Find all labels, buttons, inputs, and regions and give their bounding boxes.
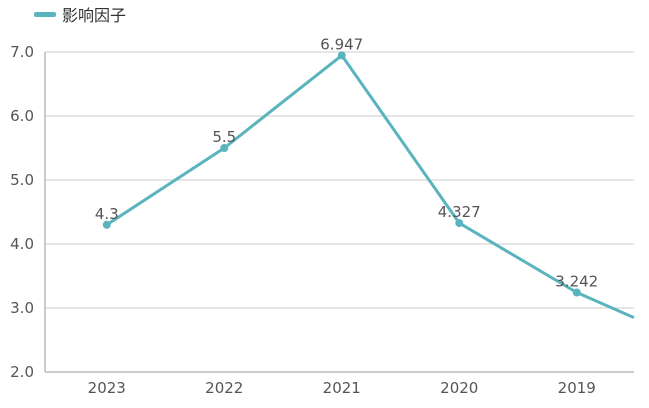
data-point xyxy=(455,219,464,228)
data-label: 4.327 xyxy=(438,203,481,221)
legend-swatch xyxy=(34,11,56,17)
data-point xyxy=(102,220,111,229)
x-tick-label: 2022 xyxy=(205,379,243,397)
data-point xyxy=(337,51,346,60)
data-label: 5.5 xyxy=(212,128,236,146)
series-line xyxy=(105,53,635,319)
y-tick-label: 6.0 xyxy=(10,107,34,125)
y-tick-label: 5.0 xyxy=(10,171,34,189)
legend-label: 影响因子 xyxy=(62,6,127,25)
data-label: 6.947 xyxy=(320,35,363,53)
y-tick-label: 4.0 xyxy=(10,235,34,253)
y-tick-label: 7.0 xyxy=(10,43,34,61)
data-label: 4.3 xyxy=(95,205,119,223)
x-tick-label: 2023 xyxy=(88,379,126,397)
y-tick-label: 3.0 xyxy=(10,299,34,317)
x-tick-label: 2021 xyxy=(323,379,361,397)
legend: 影响因子 xyxy=(34,3,126,25)
data-point xyxy=(572,288,581,297)
data-label: 3.242 xyxy=(555,273,598,291)
data-point xyxy=(220,144,229,152)
y-tick-label: 2.0 xyxy=(10,363,34,381)
x-tick-label: 2019 xyxy=(558,379,596,397)
x-tick-label: 2020 xyxy=(440,379,478,397)
